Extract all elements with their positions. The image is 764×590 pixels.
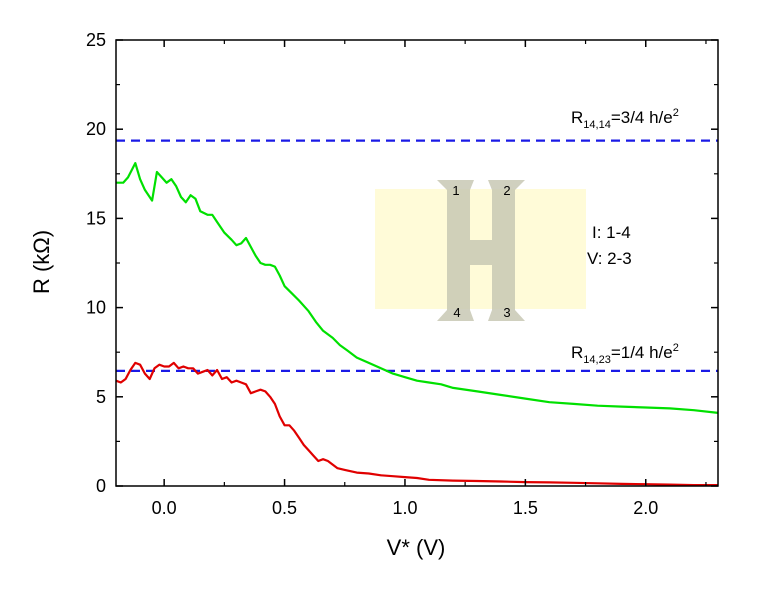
y-tick-label: 20: [86, 119, 106, 139]
axes: 0.0 0.5 1.0 1.5 2.0 0 5 10 15 20 25: [86, 30, 719, 518]
current-contacts-label: I: 1-4: [592, 223, 631, 242]
pin-label-4: 4: [453, 305, 460, 320]
y-tick-label: 25: [86, 30, 106, 50]
y-tick-label: 0: [96, 476, 106, 496]
y-tick-label: 10: [86, 298, 106, 318]
annotation-r1414-sup: 2: [673, 107, 679, 119]
x-axis-title: V* (V): [387, 535, 446, 560]
y-tick-label: 15: [86, 208, 106, 228]
hall-bar-icon: [437, 180, 525, 321]
series-line-green: [116, 162, 719, 414]
data-series: [115, 162, 719, 487]
series-line-red: [115, 361, 718, 487]
annotation-r1414: R14,14=3/4 h/e2: [571, 107, 679, 131]
device-inset: 1 2 4 3 I: 1-4 V: 2-3: [375, 180, 632, 321]
pin-label-2: 2: [503, 183, 510, 198]
x-tick-label: 0.0: [152, 498, 177, 518]
annotation-r1414-sub: 14,14: [583, 119, 611, 131]
reference-lines: [116, 139, 718, 372]
annotation-r1423-sub: 14,23: [583, 354, 611, 366]
x-tick-label: 0.5: [272, 498, 297, 518]
annotation-r1414-rest: =3/4 h/e: [611, 108, 673, 127]
x-tick-label: 1.0: [392, 498, 417, 518]
pin-label-3: 3: [503, 305, 510, 320]
annotation-r1414-main: R: [571, 108, 583, 127]
voltage-contacts-label: V: 2-3: [587, 249, 632, 268]
y-axis-title: R (kΩ): [29, 230, 54, 294]
annotation-r1423-sup: 2: [673, 342, 679, 354]
annotation-r1423: R14,23=1/4 h/e2: [571, 342, 679, 366]
y-tick-label: 5: [96, 387, 106, 407]
x-tick-label: 2.0: [633, 498, 658, 518]
pin-label-1: 1: [452, 183, 459, 198]
annotation-r1423-rest: =1/4 h/e: [611, 343, 673, 362]
annotation-r1423-main: R: [571, 343, 583, 362]
x-tick-label: 1.5: [513, 498, 538, 518]
